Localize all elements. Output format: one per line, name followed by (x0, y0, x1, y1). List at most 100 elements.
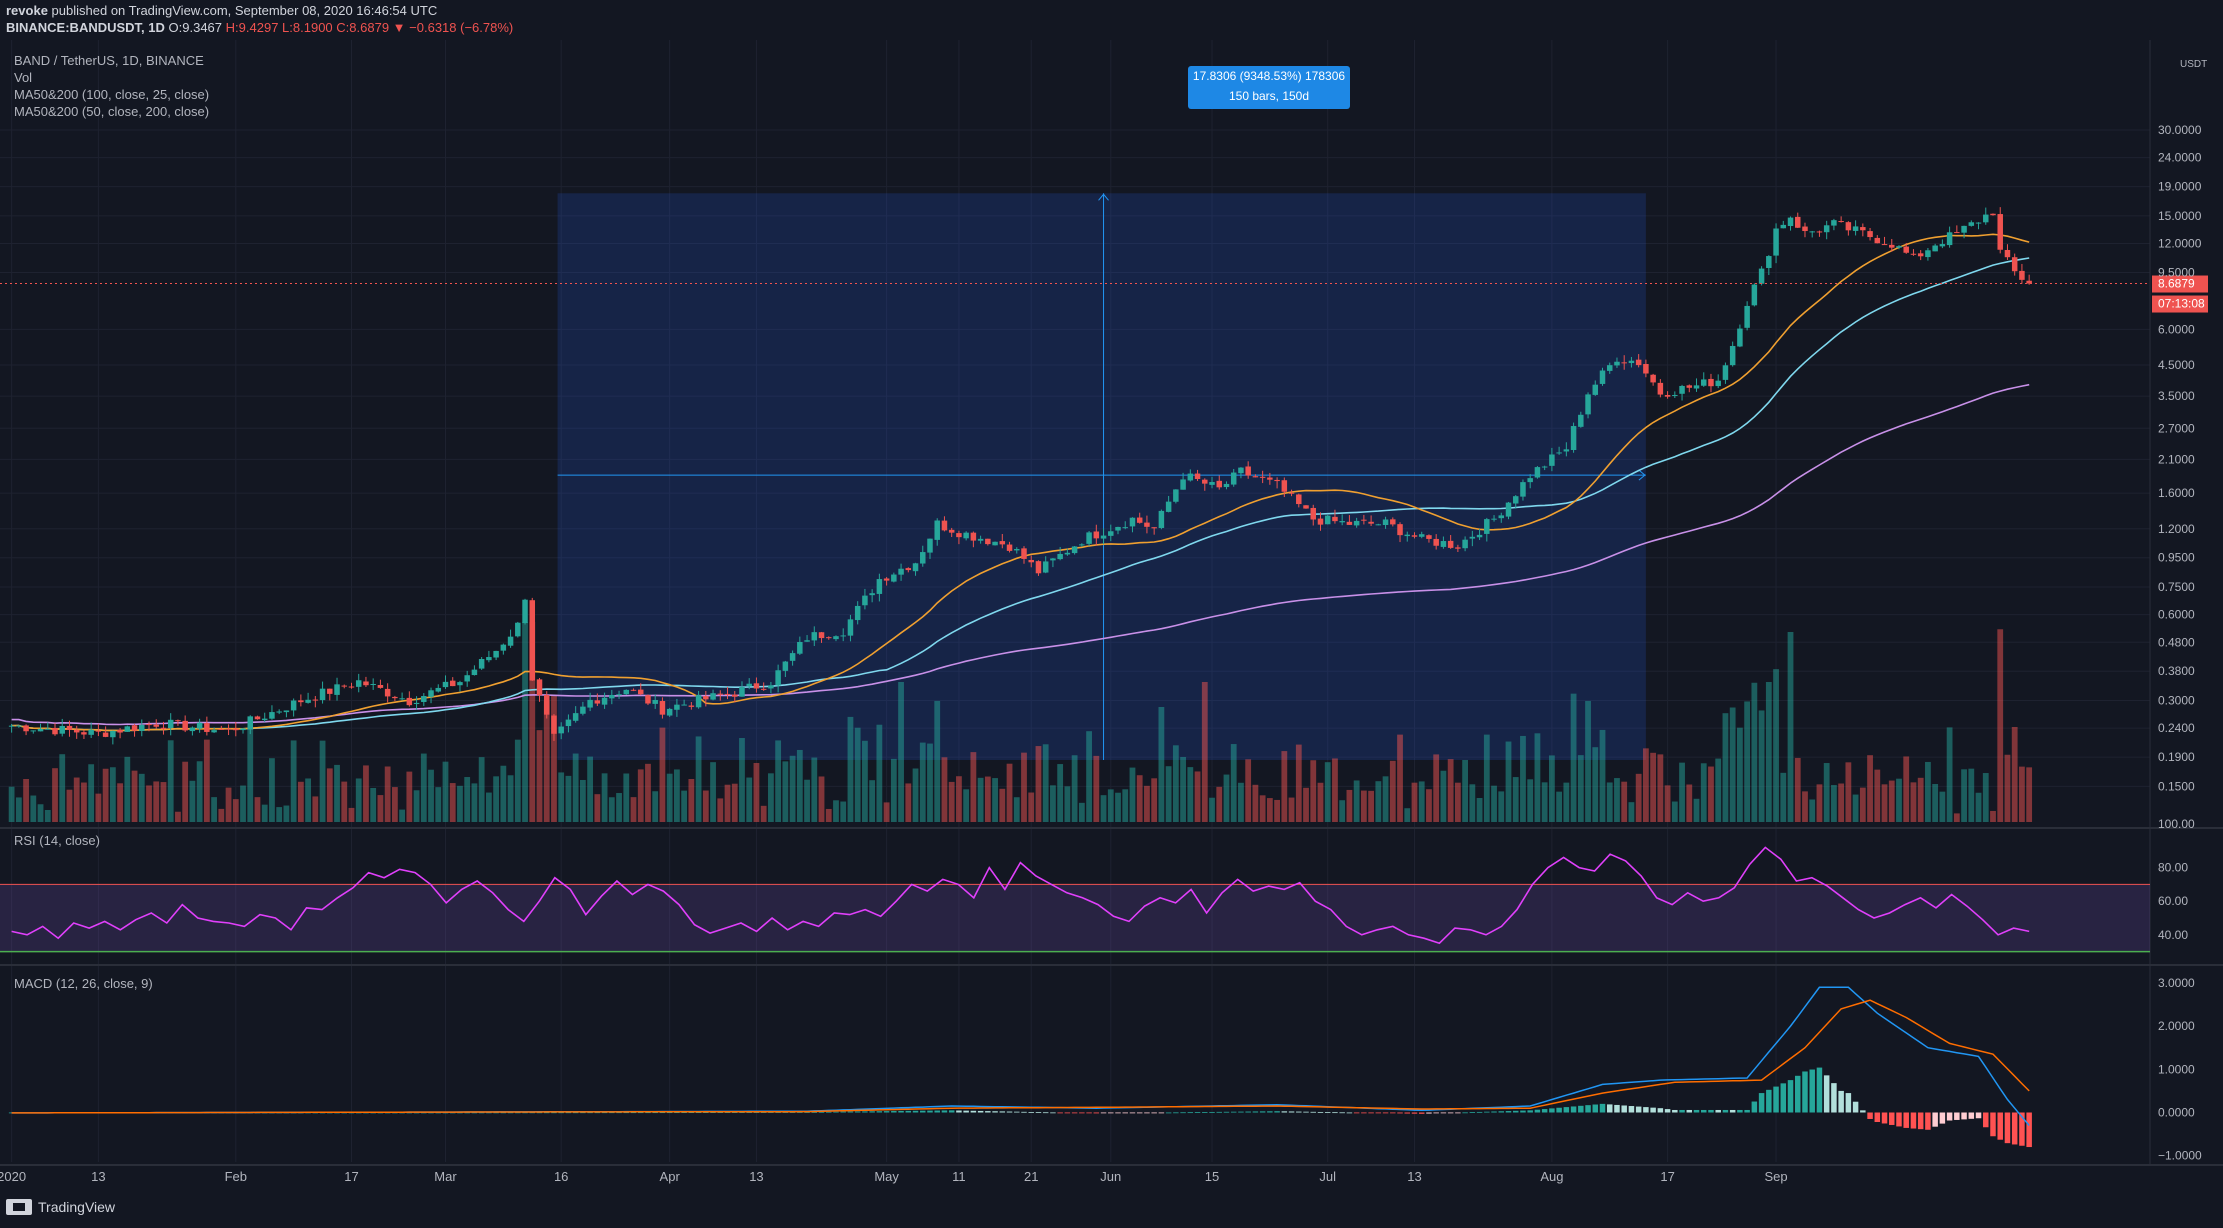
candle-body (413, 702, 420, 705)
measure-tooltip-line1: 17.8306 (9348.53%) 178306 (1193, 69, 1345, 83)
macd-histogram-bar (1635, 1106, 1642, 1113)
candle-body (348, 686, 355, 688)
candle-body (1028, 559, 1034, 563)
volume-bar (760, 805, 767, 822)
candle-body (746, 683, 752, 687)
volume-bar (1440, 770, 1447, 822)
candle-body (384, 688, 391, 697)
candle-body (507, 636, 514, 646)
volume-bar (630, 797, 637, 822)
volume-bar (1454, 782, 1461, 822)
candle-body (1129, 517, 1136, 527)
legend-ma1: MA50&200 (100, close, 25, close) (14, 87, 210, 102)
volume-bar (1151, 778, 1158, 822)
volume-bar (457, 785, 463, 822)
macd-histogram-bar (1100, 1112, 1107, 1114)
candle-body (1758, 268, 1765, 284)
volume-bar (1411, 782, 1418, 822)
macd-histogram-bar (666, 1112, 673, 1114)
volume-bar (1057, 764, 1064, 822)
volume-bar (1686, 784, 1693, 822)
volume-bar (1021, 752, 1027, 822)
macd-histogram-bar (507, 1112, 514, 1114)
candle-body (59, 725, 65, 734)
candle-body (1925, 250, 1931, 258)
macd-histogram-bar (543, 1112, 550, 1114)
macd-histogram-bar (1961, 1112, 1967, 1120)
candle-body (23, 725, 29, 732)
candle-body (1722, 365, 1729, 380)
macd-histogram-bar (1404, 1112, 1411, 1114)
macd-histogram-bar (1520, 1110, 1526, 1113)
price-tick-label: 12.0000 (2158, 237, 2202, 251)
volume-bar (153, 781, 160, 822)
macd-histogram-bar (1064, 1112, 1071, 1114)
candle-body (290, 700, 297, 711)
time-axis-label: 13 (1407, 1169, 1421, 1184)
volume-bar (652, 791, 659, 822)
macd-histogram-bar (1426, 1112, 1432, 1114)
volume-bar (334, 764, 340, 822)
candle-body (1209, 482, 1215, 485)
candle-body (283, 710, 290, 713)
candle-body (1339, 521, 1345, 523)
macd-histogram-bar (854, 1111, 861, 1113)
candle-body (117, 729, 123, 733)
volume-bar (1180, 756, 1186, 822)
macd-histogram-bar (565, 1112, 572, 1114)
publish-info: revoke published on TradingView.com, Sep… (6, 3, 437, 18)
macd-histogram-bar (1744, 1109, 1750, 1113)
time-axis-label: 17 (344, 1169, 358, 1184)
volume-bar (1599, 729, 1606, 822)
macd-histogram-bar (1230, 1111, 1237, 1113)
volume-bar (1903, 756, 1910, 822)
volume-bar (666, 773, 673, 822)
volume-bar (1780, 772, 1787, 822)
macd-histogram-bar (529, 1112, 536, 1114)
macd-histogram-bar (985, 1111, 991, 1113)
candle-body (1795, 216, 1801, 228)
volume-bar (1577, 755, 1584, 822)
volume-bar (1187, 767, 1194, 822)
macd-title: MACD (12, 26, close, 9) (14, 976, 153, 991)
macd-histogram-bar (1382, 1112, 1389, 1114)
ohlc-bar: BINANCE:BANDUSDT, 1D O:9.3467 H:9.4297 L… (6, 20, 513, 35)
candle-body (1917, 253, 1924, 257)
volume-bar (1144, 785, 1150, 822)
volume-bar (970, 752, 977, 822)
candle-body (1180, 479, 1186, 490)
volume-bar (927, 743, 933, 822)
macd-histogram-bar (413, 1112, 420, 1114)
macd-histogram-bar (1621, 1105, 1627, 1113)
macd-histogram-bar (869, 1111, 875, 1113)
candle-body (500, 644, 507, 651)
macd-histogram-bar (493, 1112, 499, 1114)
candle-body (1614, 361, 1620, 366)
macd-histogram-bar (1115, 1112, 1121, 1114)
macd-histogram-bar (840, 1111, 846, 1113)
candle-body (543, 695, 550, 715)
macd-histogram-bar (1462, 1112, 1468, 1114)
volume-bar (1368, 790, 1374, 822)
candle-body (131, 725, 138, 731)
volume-bar (529, 622, 536, 822)
candle-body (1440, 541, 1447, 547)
candle-body (1838, 221, 1844, 223)
volume-bar (1852, 794, 1859, 822)
volume-bar (746, 777, 753, 822)
macd-histogram-bar (522, 1112, 528, 1114)
volume-bar (8, 786, 15, 822)
macd-histogram-bar (1831, 1083, 1837, 1113)
volume-bar (37, 804, 44, 822)
candle-body (493, 650, 499, 658)
candle-body (862, 595, 868, 606)
macd-histogram-bar (905, 1110, 912, 1113)
candle-body (370, 683, 376, 685)
candle-body (442, 681, 449, 688)
volume-bar (890, 758, 897, 822)
volume-bar (88, 764, 95, 822)
volume-bar (59, 754, 66, 822)
footer-brand[interactable]: TradingView (6, 1199, 115, 1215)
price-tick-label: 2.1000 (2158, 452, 2195, 466)
